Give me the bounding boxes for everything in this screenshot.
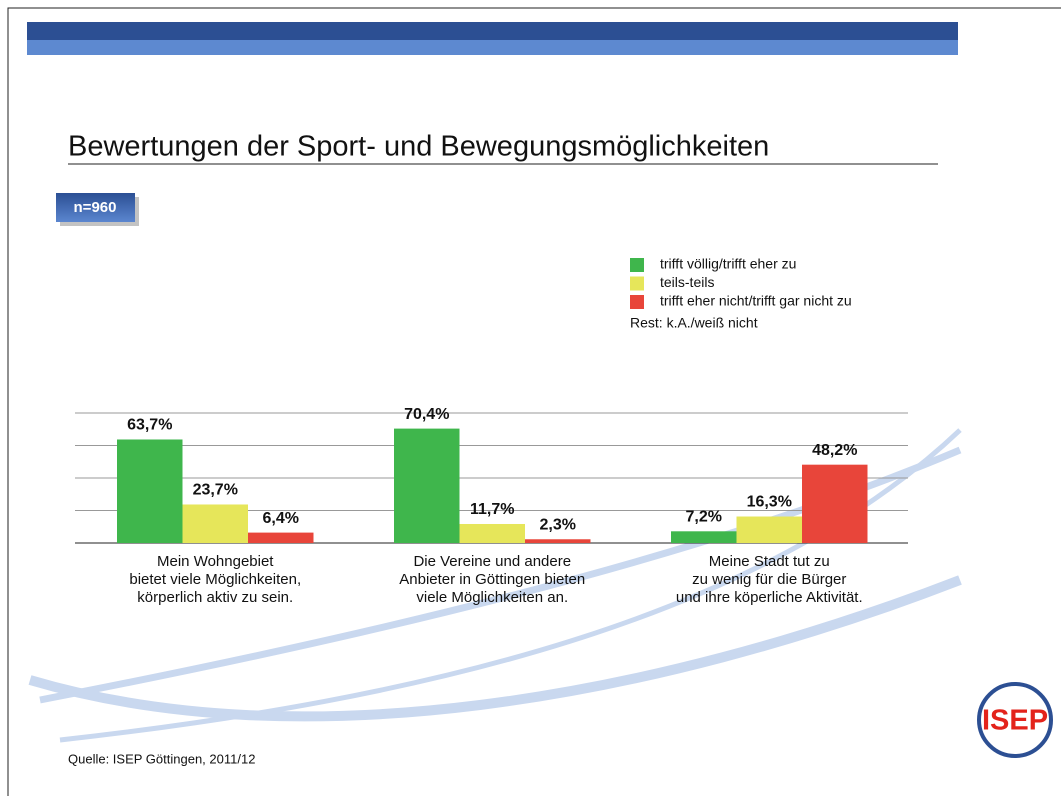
legend-swatch <box>630 295 644 309</box>
header-band <box>27 22 958 40</box>
category-label: Anbieter in Göttingen bieten <box>399 571 585 588</box>
value-label: 63,7% <box>127 417 172 434</box>
legend-label: trifft eher nicht/trifft gar nicht zu <box>660 293 852 309</box>
chart: 63,7% 70,4% 7,2% 23,7% 11,7% 16,3% 6,4% 2,3% 48,… <box>75 256 908 606</box>
bar <box>802 464 868 543</box>
category-label: Die Vereine und andere <box>413 553 571 570</box>
source: Quelle: ISEP Göttingen, 2011/12 <box>68 751 255 766</box>
value-label: 16,3% <box>747 494 792 511</box>
bar <box>525 539 591 543</box>
category-label: zu wenig für die Bürger <box>692 571 846 588</box>
bar <box>117 439 183 543</box>
value-label: 48,2% <box>812 442 857 459</box>
value-label: 11,7% <box>470 501 514 518</box>
legend-swatch <box>630 276 644 291</box>
sample-size: n=960 <box>74 199 117 216</box>
bar <box>248 532 314 543</box>
category-label: und ihre köperliche Aktivität. <box>676 589 863 606</box>
logo: ISEP <box>982 705 1048 737</box>
bar <box>459 523 525 543</box>
category-label: bietet viele Möglichkeiten, <box>129 571 301 588</box>
category-label: Meine Stadt tut zu <box>709 553 830 570</box>
category-label: Mein Wohngebiet <box>157 553 274 570</box>
value-label: 23,7% <box>193 482 238 499</box>
legend-note: Rest: k.A./weiß nicht <box>630 315 758 331</box>
bar <box>394 428 460 543</box>
legend-label: teils-teils <box>660 274 714 290</box>
header-band-light <box>27 40 958 55</box>
value-label: 2,3% <box>540 516 576 533</box>
logo-ring <box>977 682 1053 758</box>
bar <box>182 504 248 543</box>
value-label: 7,2% <box>686 509 722 526</box>
legend-swatch <box>630 258 644 272</box>
value-label: 70,4% <box>404 406 449 423</box>
frame <box>7 7 1061 796</box>
value-label: 6,4% <box>263 510 299 527</box>
category-label: körperlich aktiv zu sein. <box>137 589 293 606</box>
legend-label: trifft völlig/trifft eher zu <box>660 256 796 272</box>
bar <box>671 531 737 543</box>
bar <box>736 516 802 543</box>
category-label: viele Möglichkeiten an. <box>416 589 568 606</box>
sample-badge <box>56 193 135 222</box>
title: Bewertungen der Sport- und Bewegungsmögl… <box>68 131 769 163</box>
